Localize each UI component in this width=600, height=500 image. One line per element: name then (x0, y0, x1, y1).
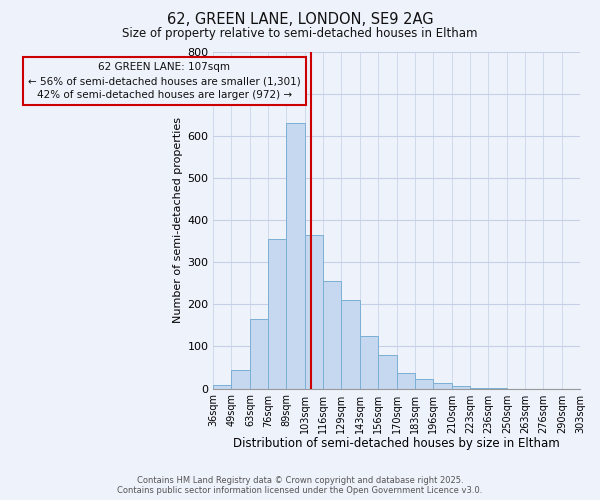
Bar (341, 300, 360, 388)
Y-axis label: Number of semi-detached properties: Number of semi-detached properties (173, 117, 183, 323)
Bar (323, 281, 341, 388)
Text: Size of property relative to semi-detached houses in Eltham: Size of property relative to semi-detach… (122, 28, 478, 40)
Bar (231, 370, 250, 388)
Text: 62 GREEN LANE: 107sqm
← 56% of semi-detached houses are smaller (1,301)
42% of s: 62 GREEN LANE: 107sqm ← 56% of semi-deta… (28, 62, 301, 100)
Bar (378, 355, 397, 388)
Bar (415, 380, 433, 388)
Bar (360, 336, 378, 388)
Bar (452, 386, 470, 388)
Bar (397, 372, 415, 388)
Bar (268, 239, 286, 388)
X-axis label: Distribution of semi-detached houses by size in Eltham: Distribution of semi-detached houses by … (233, 437, 560, 450)
Bar (433, 383, 452, 388)
Bar (250, 319, 268, 388)
Bar (286, 123, 305, 388)
Text: 62, GREEN LANE, LONDON, SE9 2AG: 62, GREEN LANE, LONDON, SE9 2AG (167, 12, 433, 28)
Text: Contains HM Land Registry data © Crown copyright and database right 2025.
Contai: Contains HM Land Registry data © Crown c… (118, 476, 482, 495)
Bar (214, 385, 231, 388)
Bar (305, 235, 323, 388)
